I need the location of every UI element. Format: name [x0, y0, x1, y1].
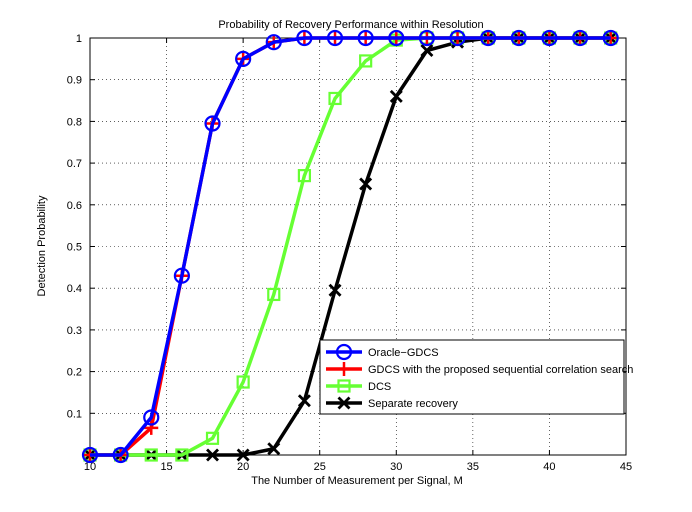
data-point — [112, 446, 129, 464]
x-tick-label: 20 — [237, 461, 249, 473]
data-point — [571, 29, 589, 47]
data-point — [449, 29, 466, 47]
y-tick-label: 0.6 — [67, 200, 82, 212]
legend-marker — [337, 362, 351, 376]
data-point — [173, 267, 190, 284]
legend-marker — [335, 343, 353, 361]
y-axis-label: Detection Probability — [36, 195, 48, 296]
y-tick-label: 0.4 — [67, 283, 82, 295]
legend: Oracle−GDCS GDCS with the proposed sequen… — [319, 339, 633, 415]
data-point — [144, 448, 158, 462]
data-point — [81, 446, 99, 464]
x-tick-label: 45 — [620, 461, 632, 473]
data-point — [388, 29, 405, 47]
data-point — [420, 44, 434, 57]
series-line — [90, 36, 611, 457]
data-point — [541, 29, 558, 47]
legend-entry-label: DCS — [368, 381, 391, 393]
data-point — [267, 442, 281, 456]
y-tick-label: 0.9 — [67, 75, 82, 87]
data-point — [328, 91, 342, 106]
data-point — [510, 29, 527, 47]
data-point — [144, 420, 159, 435]
data-point — [389, 89, 403, 103]
x-tick-label: 40 — [543, 461, 555, 473]
legend-entry-label: Oracle−GDCS — [368, 347, 439, 359]
y-tick-label: 0.1 — [67, 408, 82, 420]
legend-entry-label: GDCS with the proposed sequential correl… — [368, 364, 633, 376]
x-tick-label: 30 — [390, 461, 402, 473]
data-point — [235, 50, 252, 67]
legend-marker — [337, 396, 351, 410]
data-point — [602, 29, 619, 47]
data-point — [328, 283, 342, 297]
y-tick-label: 0.3 — [67, 325, 82, 337]
legend-box — [319, 339, 625, 415]
x-tick-label: 15 — [160, 461, 172, 473]
data-point — [236, 448, 250, 462]
data-point — [205, 431, 220, 445]
x-axis-label: The Number of Measurement per Signal, M — [251, 475, 463, 487]
x-tick-label: 35 — [467, 461, 479, 473]
y-tick-label: 0.7 — [67, 158, 82, 170]
data-point — [265, 34, 282, 51]
chart-title: Probability of Recovery Performance with… — [218, 19, 483, 31]
data-point — [236, 375, 250, 389]
data-point — [326, 29, 344, 47]
legend-marker — [337, 379, 351, 393]
x-tick-label: 25 — [314, 461, 326, 473]
data-point — [357, 29, 374, 47]
data-point — [296, 29, 313, 47]
data-point — [206, 448, 220, 462]
data-point — [297, 169, 311, 183]
data-point — [480, 29, 497, 47]
plot-area: 10 15 20 25 30 35 40 45 0.1 0.2 0.3 0.4 0.5 0.6 0.7 0.8… — [67, 29, 632, 473]
data-point — [418, 29, 436, 47]
y-tick-label: 0.8 — [67, 116, 82, 128]
y-tick-label: 0.2 — [67, 367, 82, 379]
data-point — [267, 287, 281, 302]
data-point — [359, 177, 373, 191]
data-point — [204, 115, 221, 132]
data-point — [143, 409, 160, 426]
y-tick-label: 0.5 — [67, 242, 82, 254]
data-point — [297, 394, 311, 408]
series-group — [81, 29, 619, 464]
x-tick-label: 10 — [84, 461, 96, 473]
y-tick-label: 1 — [76, 33, 82, 45]
data-point — [359, 54, 373, 68]
data-point — [175, 448, 189, 462]
legend-entry-label: Separate recovery — [368, 398, 458, 410]
